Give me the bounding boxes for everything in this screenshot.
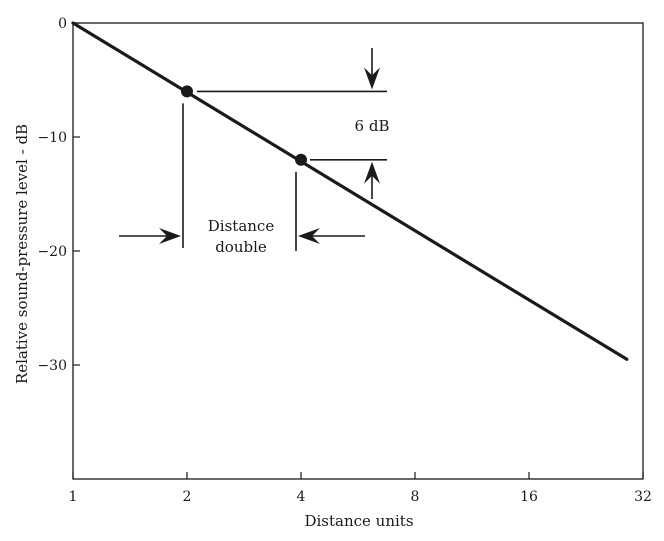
db-arrowhead-up [364,161,380,184]
x-tick-label: 16 [520,489,538,505]
y-tick-label: 0 [58,16,67,32]
x-axis-label: Distance units [304,512,413,530]
x-tick-label: 8 [411,489,420,505]
distance-annotation-line2: double [215,238,267,256]
annotation-layer [119,48,387,251]
series-line [71,21,629,361]
x-tick-label: 4 [297,489,306,505]
x-axis-ticks: 1 2 4 8 16 32 [69,472,652,505]
distance-annotation-line1: Distance [208,217,275,235]
db-arrowhead-down [364,67,380,90]
distance-arrowhead-left [298,228,320,244]
db-annotation-label: 6 dB [355,117,390,135]
series-layer [71,21,629,361]
y-axis-ticks: 0 −10 −20 −30 [37,16,80,374]
y-tick-label: −10 [37,130,67,146]
distance-arrowhead-right [159,228,181,244]
data-point-marker [181,85,193,98]
x-tick-label: 32 [634,489,652,505]
data-point-marker [295,153,307,166]
y-axis-label: Relative sound-pressure level - dB [13,124,31,384]
y-tick-label: −20 [37,244,67,260]
y-tick-label: −30 [37,358,67,374]
x-tick-label: 2 [183,489,192,505]
x-tick-label: 1 [69,489,78,505]
